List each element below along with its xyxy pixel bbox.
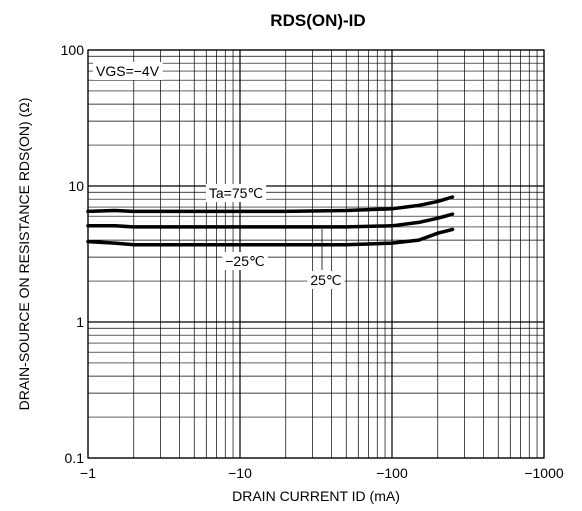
label-25c: 25℃ [310,272,341,288]
label-minus-25c-group: −25℃ [222,252,268,270]
series-lines [86,195,455,247]
label-ta-75c-box [205,184,267,202]
plot-frame [87,49,545,459]
x-tick-label: −1 [80,465,96,481]
y-tick-label: 0.1 [65,450,85,466]
chart-title: RDS(ON)-ID [270,11,365,30]
y-tick-label: 10 [68,178,84,194]
series-minus-25c-line [86,227,455,247]
x-tick-label: −1000 [524,465,564,481]
label-ta-75c-group: Ta=75℃ [205,184,267,202]
label-minus-25c-box [222,252,268,270]
y-tick-label: 100 [61,42,85,58]
tick-labels: −1 −10 −100 −1000 0.1 1 10 100 [61,42,564,481]
y-axis-label: DRAIN-SOURCE ON RESISTANCE RDS(ON) (Ω) [16,98,32,411]
series-25c-line [86,212,455,229]
condition-label-box [93,62,163,80]
grid-lines [87,49,545,459]
condition-label: VGS=−4V [96,63,160,79]
x-axis-label: DRAIN CURRENT ID (mA) [232,488,400,504]
x-tick-label: −10 [228,465,252,481]
label-ta-75c: Ta=75℃ [209,185,263,201]
label-25c-box [307,271,345,289]
label-minus-25c: −25℃ [225,253,264,269]
x-tick-label: −100 [376,465,408,481]
series-ta-75c-line [86,195,455,214]
annotations: VGS=−4V Ta=75℃ −25℃ 25℃ [93,62,345,289]
y-tick-label: 1 [76,314,84,330]
label-25c-group: 25℃ [307,271,345,289]
condition-label-group: VGS=−4V [93,62,163,80]
